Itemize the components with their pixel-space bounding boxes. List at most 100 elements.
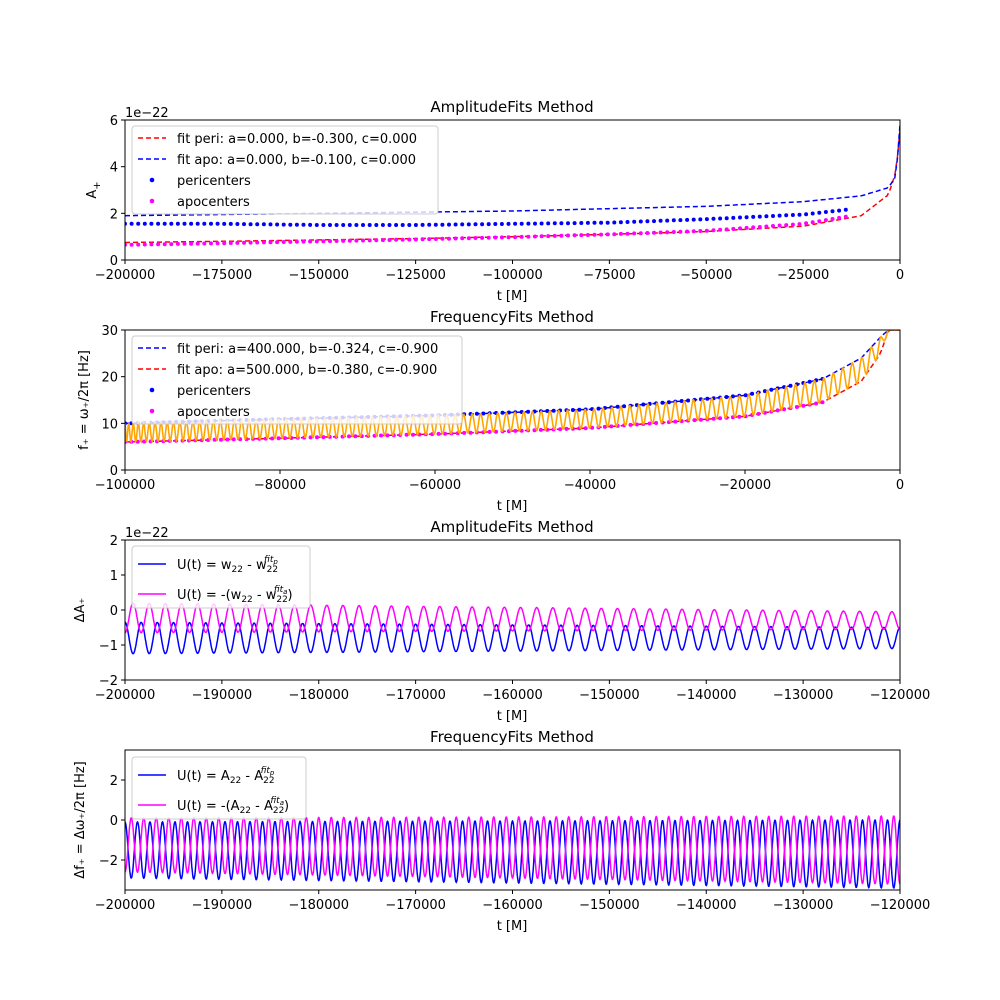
panel-3-xtick-label: −200000 xyxy=(95,688,156,703)
panel-1-series-3-point xyxy=(354,223,359,227)
panel-2-series-4-point xyxy=(494,429,499,434)
panel-1-legend-item: pericenters xyxy=(177,174,251,189)
panel-1-series-3-point xyxy=(268,222,273,227)
panel-2-series-4-point xyxy=(602,424,607,429)
panel-1-series-4-point xyxy=(288,239,293,244)
panel-1-series-4-point xyxy=(447,236,451,241)
panel-1-series-3-point xyxy=(255,222,260,227)
panel-1-series-3-point xyxy=(645,219,650,224)
panel-3-ytick-label: −2 xyxy=(99,674,118,689)
panel-3-legend-item: U(t) = w22 - w22fitp xyxy=(177,555,278,575)
panel-1-series-3-point xyxy=(552,221,557,226)
panel-1-series-4-point xyxy=(341,238,346,243)
panel-1-series-3-point xyxy=(519,221,524,226)
panel-1-series-4-point xyxy=(817,219,822,224)
panel-1-series-3-point xyxy=(387,223,392,227)
panel-1-series-3-point xyxy=(215,221,220,226)
panel-1-ytick-label: 2 xyxy=(110,207,118,222)
panel-3-ytick-label: 1 xyxy=(110,569,118,584)
panel-1-series-3-point xyxy=(308,222,313,227)
panel-1-xtick-label: −200000 xyxy=(95,268,156,283)
panel-2-series-3-point xyxy=(641,402,646,407)
panel-1-series-3-point xyxy=(738,215,742,220)
panel-1-series-4-point xyxy=(638,231,643,236)
panel-1-series-3-point xyxy=(612,220,617,225)
panel-1-series-3-point xyxy=(843,207,848,212)
panel-1-series-3-point xyxy=(228,221,233,226)
panel-1-series-3-point xyxy=(294,222,299,227)
panel-1-series-4-point xyxy=(830,217,835,221)
panel-1-series-4-point xyxy=(784,223,789,228)
panel-3-xtick-label: −190000 xyxy=(192,688,253,703)
panel-1-series-4-point xyxy=(387,238,392,242)
panel-2-series-4-point xyxy=(711,416,716,421)
panel-1-series-3-point xyxy=(691,217,696,222)
panel-1-series-3-point xyxy=(546,221,551,226)
panel-1-series-4-point xyxy=(797,222,802,227)
panel-1-series-3-point xyxy=(380,223,385,227)
panel-1-series-3-point xyxy=(810,211,815,216)
panel-2-legend-item: apocenters xyxy=(177,405,250,420)
panel-1-series-3-point xyxy=(599,220,604,225)
panel-1-series-4-point xyxy=(810,220,815,225)
panel-2-series-4-point xyxy=(564,426,569,431)
panel-1-series-3-point xyxy=(156,221,161,226)
panel-1-series-4-point xyxy=(738,226,742,231)
panel-1-series-3-point xyxy=(367,223,372,227)
panel-1-series-3-point xyxy=(136,221,141,226)
panel-2-series-4-point xyxy=(353,434,358,439)
panel-1-series-4-point xyxy=(202,241,207,246)
panel-1-series-4-point xyxy=(625,231,630,236)
panel-1-series-3-point xyxy=(301,222,306,227)
panel-2-series-4-point xyxy=(737,414,742,419)
panel-1-series-4-point xyxy=(460,236,465,241)
panel-2-series-3-point xyxy=(474,411,479,416)
panel-1-series-3-point xyxy=(328,223,332,227)
panel-2-series-3-point xyxy=(526,409,531,414)
panel-4-series-2-line xyxy=(125,814,900,885)
panel-1-series-4-point xyxy=(209,241,213,246)
panel-1-series-4-point xyxy=(790,222,795,227)
panel-1-series-3-point xyxy=(473,222,478,227)
panel-2-series-4-point xyxy=(276,436,281,441)
panel-2-series-3-point xyxy=(705,396,710,401)
panel-1-series-4-point xyxy=(129,242,134,247)
panel-1-series-4-point xyxy=(519,234,524,239)
panel-1-series-4-point xyxy=(354,238,359,243)
panel-1-series-4-point xyxy=(301,239,306,244)
panel-2-series-4-point xyxy=(347,434,351,439)
panel-1-series-3-point xyxy=(288,222,293,227)
panel-4-ylabel: Δf₊ = Δω₊/2π [Hz] xyxy=(73,761,88,878)
panel-1-offset-text: 1e−22 xyxy=(125,106,169,121)
panel-3-ylabel: ΔA₊ xyxy=(73,598,88,623)
panel-1-series-3-point xyxy=(685,217,690,222)
panel-1-series-3-point xyxy=(784,213,789,218)
panel-2-xtick-label: −40000 xyxy=(564,478,616,493)
panel-3-series-1-line xyxy=(125,621,900,655)
panel-2-series-4-point xyxy=(647,421,652,426)
panel-1-series-3-point xyxy=(771,214,775,218)
panel-1-series-4-point xyxy=(407,237,412,242)
panel-1-ylabel: A+ xyxy=(85,181,103,198)
panel-1-series-3-point xyxy=(658,218,663,223)
panel-2-series-4-point xyxy=(794,405,799,409)
panel-1-series-4-point xyxy=(427,237,432,242)
panel-1-series-3-point xyxy=(790,213,795,217)
panel-2-series-3-point xyxy=(506,410,511,415)
panel-1-series-3-point xyxy=(704,217,709,222)
panel-1-series-4-point xyxy=(308,239,313,244)
panel-4-xtick-label: −170000 xyxy=(385,898,446,913)
panel-frequency-fits: FrequencyFits Method t [M] f₊ = ω₊/2π [H… xyxy=(77,308,904,514)
panel-4-legend-item: U(t) = A22 - A22fitp xyxy=(177,766,275,786)
panel-1-series-3-point xyxy=(400,223,405,227)
panel-1-series-3-point xyxy=(526,221,531,226)
panel-2-xtick-label: 0 xyxy=(896,478,904,493)
panel-amplitude-fits: AmplitudeFits Method 1e−22 t [M] A+ −200… xyxy=(85,98,904,304)
panel-1-series-3-point xyxy=(407,223,412,227)
panel-2-series-3-point xyxy=(679,399,684,403)
panel-1-series-3-point xyxy=(823,210,828,214)
panel-1-series-4-point xyxy=(235,240,240,245)
panel-1-series-3-point xyxy=(638,219,643,224)
panel-1-series-4-points xyxy=(125,214,848,247)
panel-1-series-4-point xyxy=(473,236,478,240)
